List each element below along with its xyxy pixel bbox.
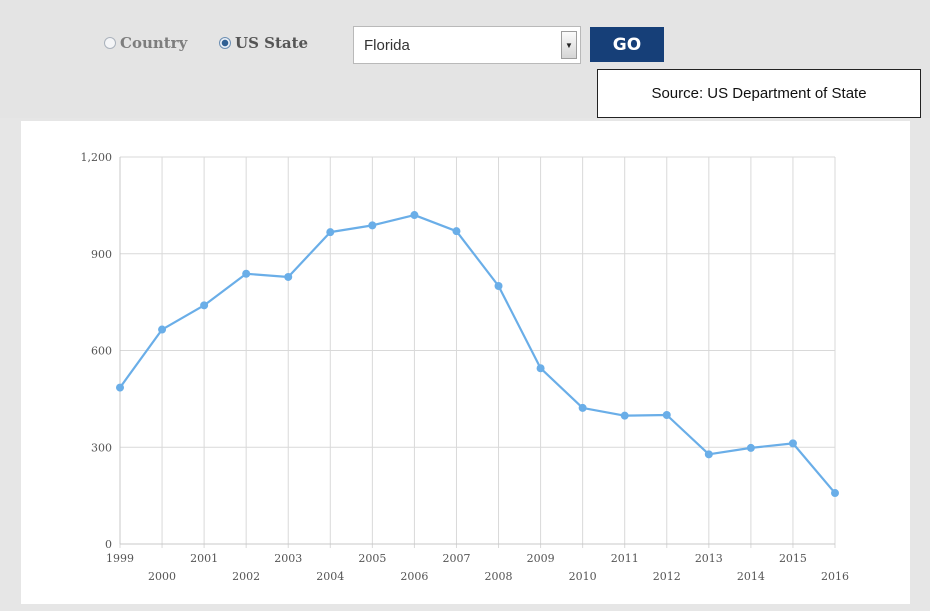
chevron-down-icon[interactable]: ▼	[561, 31, 577, 59]
x-tick-label: 2003	[274, 552, 302, 565]
data-point[interactable]	[831, 489, 839, 498]
data-point[interactable]	[494, 282, 503, 290]
source-note: Source: US Department of State	[597, 69, 921, 118]
data-point[interactable]	[200, 301, 209, 310]
toolbar: Country US State Florida ▼ GO Source: US…	[0, 0, 930, 118]
state-select-value: Florida	[364, 37, 410, 54]
data-point[interactable]	[410, 211, 419, 220]
x-tick-label: 2004	[316, 570, 344, 583]
x-tick-label: 2001	[190, 552, 218, 565]
series-line	[119, 213, 836, 494]
x-tick-label: 2012	[653, 570, 681, 583]
x-axis-ticks: 1999 2000 2001 2002 2003 2004 2005 2006 2007 2008…	[106, 552, 849, 583]
data-point[interactable]	[578, 403, 587, 412]
x-tick-label: 2013	[695, 552, 723, 565]
x-tick-label: 2007	[442, 552, 470, 565]
us-state-radio-label[interactable]: US State	[235, 34, 309, 52]
x-tick-label: 2000	[148, 570, 176, 583]
us-state-radio-group[interactable]: US State	[219, 34, 308, 52]
data-point[interactable]	[452, 227, 461, 236]
x-tick-label: 2002	[232, 570, 260, 583]
data-point[interactable]	[242, 269, 251, 278]
y-tick-label: 300	[91, 441, 112, 454]
y-tick-label: 600	[91, 345, 112, 358]
y-axis-ticks: 0 300 600 900 1,200	[81, 151, 113, 551]
data-point[interactable]	[704, 450, 713, 459]
data-point[interactable]	[788, 439, 797, 448]
data-point[interactable]	[116, 383, 124, 392]
x-tick-label: 2015	[779, 552, 807, 565]
y-tick-label: 0	[105, 538, 112, 551]
data-point[interactable]	[746, 443, 755, 452]
data-point[interactable]	[158, 325, 167, 334]
data-point[interactable]	[284, 272, 293, 281]
x-tick-label: 2014	[737, 570, 765, 583]
data-point[interactable]	[620, 411, 629, 420]
x-tick-label: 2005	[358, 552, 386, 565]
x-tick-label: 2009	[527, 552, 555, 565]
line-chart: 0 300 600 900 1,200 1999 2000 2001 2002 2003 2004…	[81, 151, 850, 583]
us-state-radio[interactable]	[219, 37, 231, 49]
x-tick-label: 2008	[485, 570, 513, 583]
data-point[interactable]	[326, 228, 335, 237]
country-radio-label[interactable]: Country	[120, 34, 188, 52]
y-tick-label: 1,200	[81, 151, 113, 164]
y-tick-label: 900	[91, 248, 112, 261]
data-point[interactable]	[368, 221, 377, 230]
go-button[interactable]: GO	[590, 27, 664, 62]
x-tick-label: 2011	[611, 552, 639, 565]
state-select[interactable]: Florida ▼	[353, 26, 581, 64]
data-point[interactable]	[536, 364, 545, 373]
chart-panel: 0 300 600 900 1,200 1999 2000 2001 2002 2003 2004…	[21, 121, 910, 604]
country-radio-group[interactable]: Country	[104, 34, 187, 52]
x-tick-label: 2016	[821, 570, 849, 583]
x-tick-label: 1999	[106, 552, 134, 565]
chart-series	[116, 211, 839, 498]
data-point[interactable]	[662, 411, 671, 419]
x-tick-label: 2006	[400, 570, 428, 583]
chart-grid	[119, 156, 836, 548]
country-radio[interactable]	[104, 37, 116, 49]
x-tick-label: 2010	[569, 570, 597, 583]
